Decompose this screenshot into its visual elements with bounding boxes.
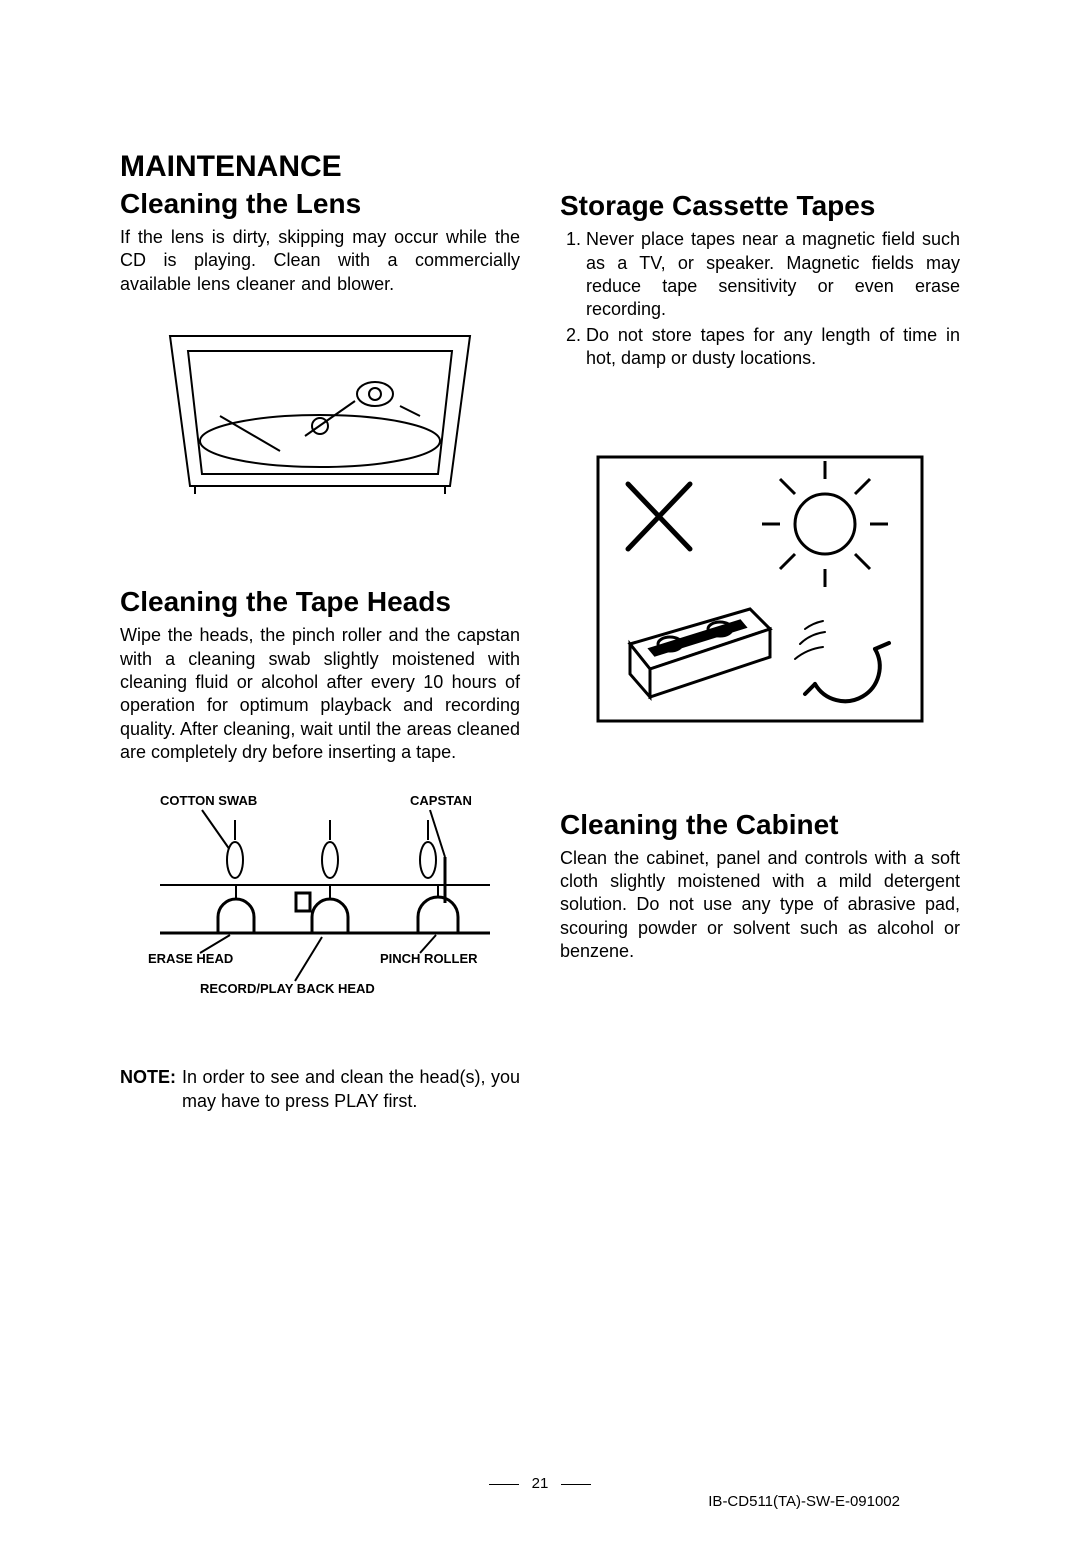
right-column: Storage Cassette Tapes Never place tapes… (560, 150, 960, 1113)
label-erase-head: ERASE HEAD (148, 951, 233, 966)
cleaning-tape-heads-body: Wipe the heads, the pinch roller and the… (120, 624, 520, 764)
note-label: NOTE: (120, 1065, 176, 1114)
lens-diagram (150, 316, 490, 506)
storage-diagram (590, 449, 930, 729)
page-footer: 21 IB-CD511(TA)-SW-E-091002 (0, 1475, 1080, 1492)
cleaning-lens-body: If the lens is dirty, skipping may occur… (120, 226, 520, 296)
document-id: IB-CD511(TA)-SW-E-091002 (708, 1493, 900, 1510)
cleaning-lens-heading: Cleaning the Lens (120, 188, 520, 220)
maintenance-heading: MAINTENANCE (120, 150, 520, 184)
label-capstan: CAPSTAN (410, 793, 472, 808)
storage-item-1: Never place tapes near a magnetic field … (586, 228, 960, 322)
label-cotton-swab: COTTON SWAB (160, 793, 257, 808)
cleaning-cabinet-heading: Cleaning the Cabinet (560, 809, 960, 841)
storage-item-2: Do not store tapes for any length of tim… (586, 324, 960, 371)
note-body: In order to see and clean the head(s), y… (182, 1065, 520, 1114)
tape-heads-diagram: COTTON SWAB CAPSTAN ERASE HEAD PINCH ROL… (130, 785, 510, 1005)
label-pinch-roller: PINCH ROLLER (380, 951, 478, 966)
cleaning-cabinet-body: Clean the cabinet, panel and controls wi… (560, 847, 960, 964)
note-block: NOTE: In order to see and clean the head… (120, 1065, 520, 1114)
page-number: 21 (532, 1475, 549, 1492)
cleaning-tape-heads-heading: Cleaning the Tape Heads (120, 586, 520, 618)
left-column: MAINTENANCE Cleaning the Lens If the len… (120, 150, 520, 1113)
storage-heading: Storage Cassette Tapes (560, 190, 960, 222)
storage-list: Never place tapes near a magnetic field … (560, 228, 960, 370)
label-record-play: RECORD/PLAY BACK HEAD (200, 981, 375, 996)
